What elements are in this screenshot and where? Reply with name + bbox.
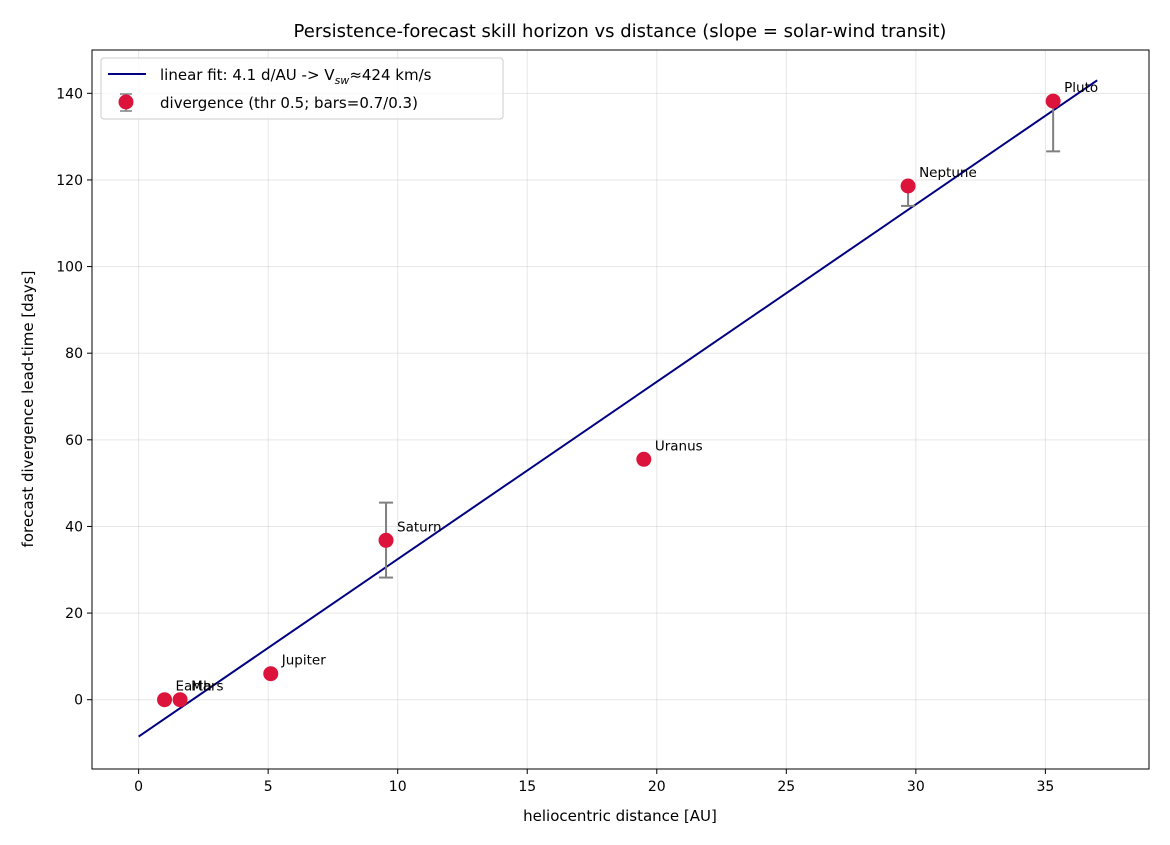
x-tick-label: 20 bbox=[648, 779, 666, 795]
x-tick-label: 5 bbox=[264, 779, 273, 795]
point-annotation: Uranus bbox=[655, 438, 703, 454]
y-tick-label: 20 bbox=[65, 606, 83, 622]
legend-point-swatch bbox=[118, 94, 134, 110]
point-annotation: Neptune bbox=[919, 165, 977, 181]
plot-frame bbox=[91, 49, 1150, 770]
chart-title: Persistence-forecast skill horizon vs di… bbox=[294, 21, 947, 42]
y-tick-label: 140 bbox=[56, 86, 83, 102]
x-axis-label: heliocentric distance [AU] bbox=[523, 807, 717, 825]
legend-points-label: divergence (thr 0.5; bars=0.7/0.3) bbox=[160, 94, 418, 112]
legend-fit-label: linear fit: 4.1 d/AU -> Vsw≈424 km/s bbox=[160, 66, 432, 87]
x-tick-label: 0 bbox=[134, 779, 143, 795]
point-annotation: Earth bbox=[176, 679, 212, 695]
legend: linear fit: 4.1 d/AU -> Vsw≈424 km/s div… bbox=[100, 57, 504, 120]
x-tick-label: 25 bbox=[777, 779, 795, 795]
y-tick-label: 0 bbox=[74, 693, 83, 709]
data-point bbox=[378, 532, 394, 548]
x-tick-label: 10 bbox=[389, 779, 407, 795]
data-point bbox=[263, 666, 279, 682]
grid bbox=[92, 50, 1149, 769]
data-point bbox=[900, 178, 916, 194]
x-tick-label: 30 bbox=[907, 779, 925, 795]
data-point bbox=[636, 451, 652, 467]
y-tick-label: 100 bbox=[56, 260, 83, 276]
legend-box bbox=[100, 57, 504, 120]
x-tick-label: 35 bbox=[1036, 779, 1054, 795]
data-point bbox=[157, 692, 173, 708]
y-tick-label: 120 bbox=[56, 173, 83, 189]
point-annotation: Mars bbox=[191, 679, 224, 695]
data-point bbox=[1045, 93, 1061, 109]
data-point bbox=[172, 692, 188, 708]
points-layer bbox=[157, 93, 1061, 708]
y-tick-label: 40 bbox=[65, 519, 83, 535]
x-tick-label: 15 bbox=[518, 779, 536, 795]
y-axis-label: forecast divergence lead-time [days] bbox=[19, 271, 37, 548]
fit-line-layer bbox=[138, 79, 1098, 738]
ticks: 0 5 10 15 20 25 30 35 0 20 40 60 80 100 120 140 bbox=[56, 86, 1054, 795]
point-annotation: Jupiter bbox=[281, 653, 326, 669]
y-tick-label: 60 bbox=[65, 433, 83, 449]
fit-line bbox=[138, 79, 1098, 738]
point-annotation: Saturn bbox=[397, 519, 442, 535]
y-tick-label: 80 bbox=[65, 346, 83, 362]
point-annotation: Pluto bbox=[1064, 80, 1098, 96]
